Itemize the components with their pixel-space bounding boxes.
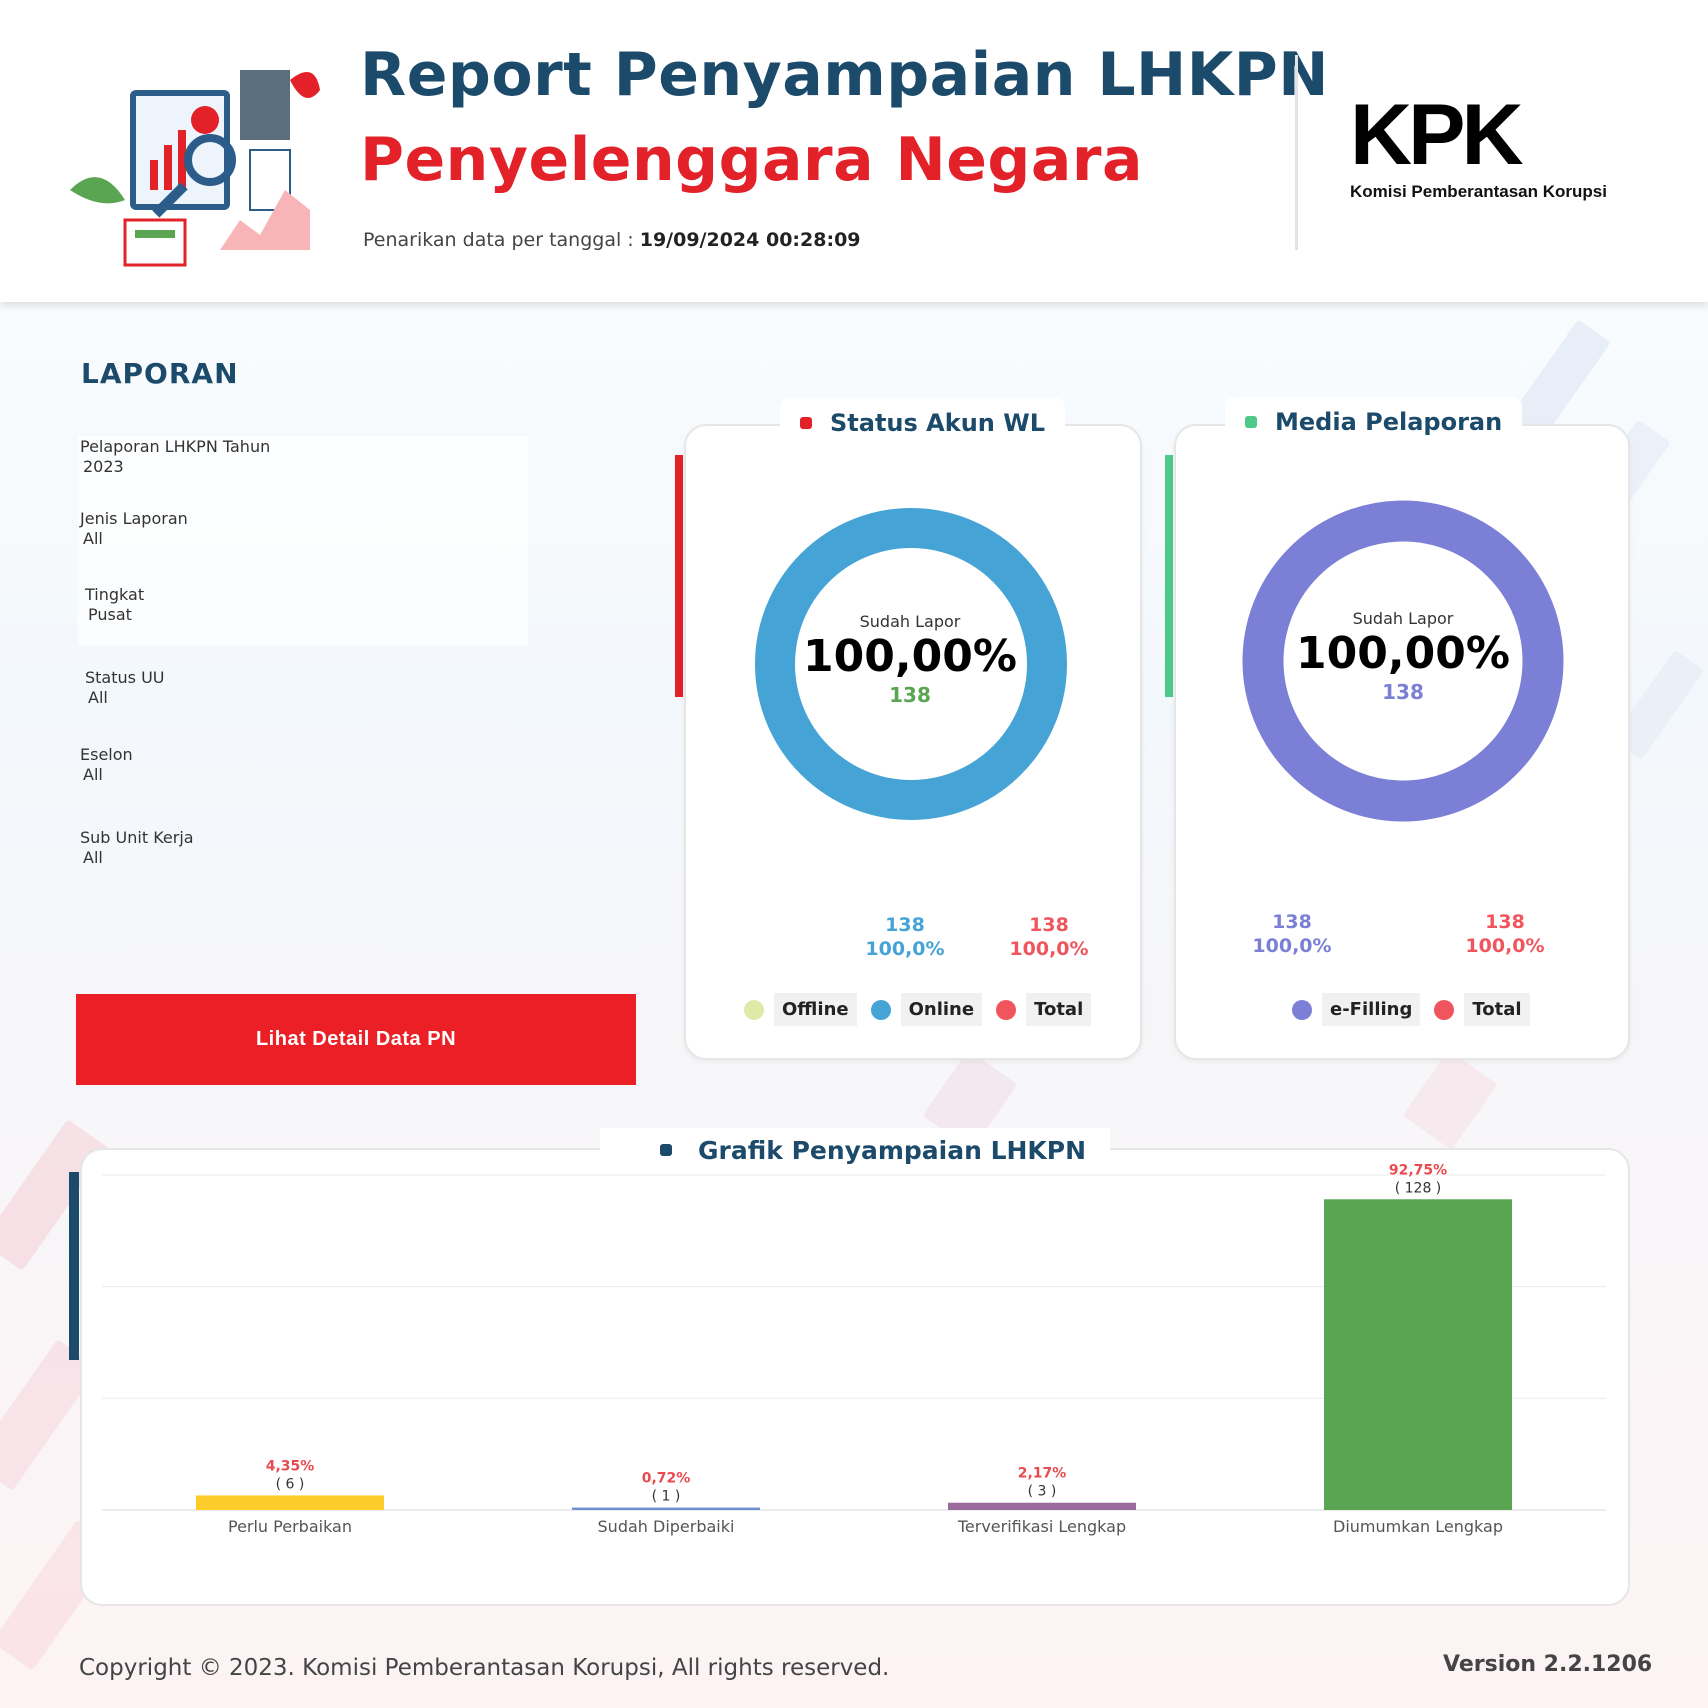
grafik-bar-chart: 4,35% ( 6 ) Perlu Perbaikan 0,72% ( 1 ) Sudah… (102, 1162, 1606, 1536)
grafik-accent (69, 1172, 79, 1360)
filter-tahun[interactable]: Pelaporan LHKPN Tahun 2023 (80, 437, 270, 477)
report-subtitle: Penyelenggara Negara (360, 125, 1143, 195)
status-akun-dot (800, 417, 812, 429)
center-label: Sudah Lapor (859, 612, 961, 631)
laporan-title: LAPORAN (81, 357, 239, 390)
filter-value: All (83, 848, 103, 867)
filter-eselon[interactable]: Eselon All (80, 745, 133, 785)
status-akun-center: Sudah Lapor 100,00% 138 (760, 612, 1060, 707)
filter-label: Jenis Laporan (80, 509, 188, 528)
media-header: Media Pelaporan (1225, 397, 1523, 447)
status-akun-title: Status Akun WL (830, 409, 1045, 437)
filter-label: Status UU (85, 668, 165, 687)
media-efilling-stat: 138 100,0% (1252, 911, 1332, 957)
filter-sub-unit-kerja[interactable]: Sub Unit Kerja All (80, 828, 194, 868)
filter-background (78, 436, 528, 646)
filter-label: Pelaporan LHKPN Tahun (80, 437, 271, 456)
bar-pct-label: 92,75% (1389, 1162, 1447, 1178)
bar-pct-label: 2,17% (1018, 1466, 1067, 1482)
filter-label: Sub Unit Kerja (80, 828, 194, 847)
center-count: 138 (889, 683, 931, 707)
report-title: Report Penyampaian LHKPN (360, 40, 1329, 110)
media-accent (1165, 455, 1173, 697)
x-tick-label: Diumumkan Lengkap (1333, 1517, 1503, 1536)
filter-value: All (83, 765, 103, 784)
lihat-detail-button[interactable]: Lihat Detail Data PN (76, 994, 636, 1085)
bar-3 (948, 1502, 1136, 1510)
legend-efilling[interactable]: e-Filling (1322, 993, 1421, 1026)
x-tick-label: Terverifikasi Lengkap (957, 1517, 1126, 1536)
filter-label: Tingkat (85, 585, 145, 604)
media-dot (1245, 416, 1257, 428)
legend-total[interactable]: Total (1026, 993, 1092, 1026)
bar-count-label: ( 3 ) (1028, 1484, 1057, 1500)
media-legend: e-Filling Total (1292, 993, 1544, 1026)
filter-value: All (88, 688, 108, 707)
status-akun-accent (675, 455, 683, 697)
offline-swatch-icon (744, 999, 764, 1020)
bar-pct-label: 4,35% (266, 1458, 315, 1474)
x-tick-label: Sudah Diperbaiki (598, 1517, 735, 1536)
filter-value: Pusat (88, 605, 132, 624)
bar-pct-label: 0,72% (642, 1471, 691, 1487)
header-divider (1295, 55, 1298, 250)
filter-label: Eselon (80, 745, 133, 764)
center-percentage: 100,00% (1296, 628, 1510, 679)
kpk-logo-subtitle: Komisi Pemberantasan Korupsi (1350, 182, 1607, 201)
filter-jenis-laporan[interactable]: Jenis Laporan All (80, 509, 188, 549)
media-donut (1242, 500, 1564, 822)
filter-value: 2023 (83, 457, 124, 476)
media-total-stat: 138 100,0% (1465, 911, 1545, 957)
media-title: Media Pelaporan (1275, 408, 1503, 436)
filter-tingkat[interactable]: Tingkat Pusat (85, 585, 144, 625)
status-akun-donut (755, 508, 1067, 820)
efilling-swatch-icon (1292, 999, 1312, 1020)
total-swatch-icon (996, 999, 1017, 1020)
online-swatch-icon (870, 999, 891, 1020)
grafik-header: Grafik Penyampaian LHKPN (600, 1128, 1110, 1172)
legend-total[interactable]: Total (1464, 993, 1530, 1026)
center-count: 138 (1382, 680, 1424, 704)
bar-count-label: ( 6 ) (276, 1476, 305, 1492)
grafik-title: Grafik Penyampaian LHKPN (698, 1135, 1087, 1165)
status-akun-online-stat: 138 100,0% (865, 914, 945, 960)
bar-4 (1324, 1199, 1512, 1510)
center-label: Sudah Lapor (1352, 609, 1454, 628)
total-swatch-icon (1434, 999, 1455, 1020)
bar-1 (196, 1495, 384, 1510)
status-akun-header: Status Akun WL (780, 398, 1065, 448)
version-text: Version 2.2.1206 (1443, 1652, 1653, 1677)
legend-offline[interactable]: Offline (774, 993, 857, 1026)
kpk-logo: KPK Komisi Pemberantasan Korupsi (1350, 87, 1607, 202)
report-illustration-icon (70, 70, 320, 267)
bar-count-label: ( 128 ) (1395, 1180, 1442, 1196)
grafik-dot (660, 1144, 672, 1156)
bar-count-label: ( 1 ) (652, 1489, 681, 1505)
filter-status-uu[interactable]: Status UU All (85, 668, 165, 708)
status-akun-total-stat: 138 100,0% (1009, 914, 1089, 960)
center-percentage: 100,00% (803, 631, 1017, 682)
filter-value: All (83, 529, 103, 548)
kpk-logo-mark: KPK (1350, 87, 1524, 183)
legend-online[interactable]: Online (900, 993, 983, 1026)
bar-2 (572, 1507, 760, 1510)
data-pull-timestamp: Penarikan data per tanggal : 19/09/2024 … (363, 229, 861, 251)
media-center: Sudah Lapor 100,00% 138 (1253, 609, 1553, 704)
copyright-text: Copyright © 2023. Komisi Pemberantasan K… (79, 1655, 890, 1681)
x-tick-label: Perlu Perbaikan (228, 1517, 352, 1536)
status-akun-legend: Offline Online Total (744, 993, 1105, 1026)
page-header: Report Penyampaian LHKPN Penyelenggara N… (0, 0, 1708, 302)
